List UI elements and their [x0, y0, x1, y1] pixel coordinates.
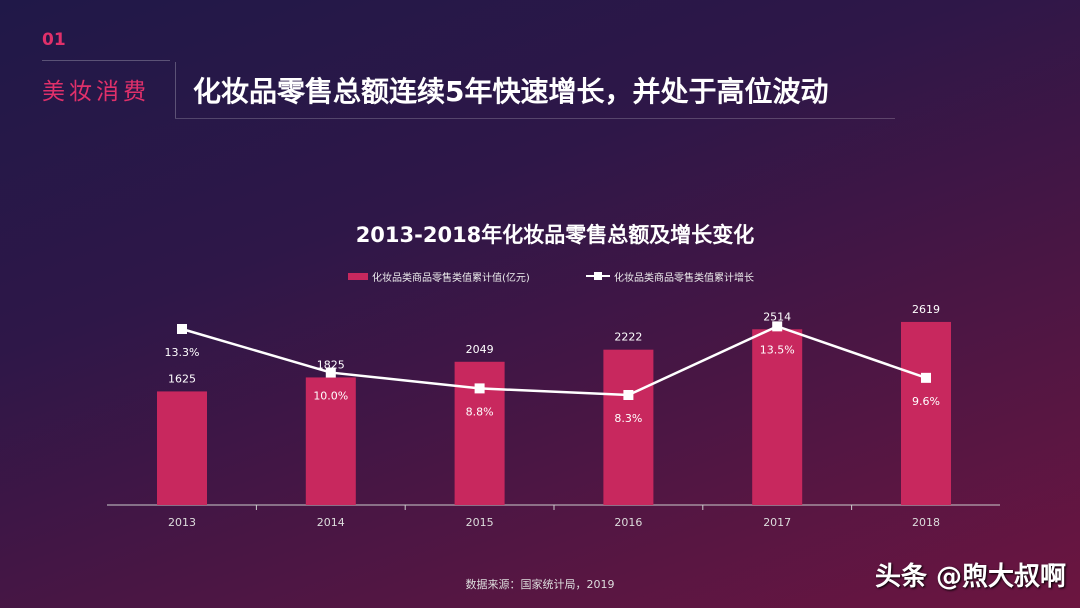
line-marker: [623, 390, 634, 400]
line-value-label: 9.6%: [912, 395, 940, 408]
bar: [454, 361, 505, 505]
x-tick-label: 2014: [317, 516, 345, 529]
bar-value-label: 2619: [912, 303, 940, 316]
line-marker: [772, 321, 783, 332]
chart-title: 2013-2018年化妆品零售总额及增长变化: [356, 223, 755, 247]
legend-bar-swatch: [348, 273, 368, 280]
divider: [175, 62, 176, 118]
x-tick-label: 2016: [614, 516, 642, 529]
bar-value-label: 2049: [466, 343, 494, 356]
x-tick-label: 2018: [912, 516, 940, 529]
bar: [157, 391, 207, 505]
legend-line-marker: [594, 272, 602, 280]
x-tick-label: 2015: [466, 516, 494, 529]
section-title: 美妆消费: [42, 79, 150, 105]
legend-bar-label: 化妆品类商品零售类值累计值(亿元): [372, 271, 530, 284]
line-value-label: 10.0%: [313, 390, 348, 403]
bar-value-label: 2222: [614, 331, 642, 344]
growth-line: [181, 325, 927, 397]
line-value-label: 13.5%: [760, 343, 795, 356]
bar-value-label: 1625: [168, 372, 196, 385]
section-number: 01: [42, 30, 66, 50]
bar-value-label: 1825: [317, 358, 345, 371]
data-source: 数据来源：国家统计局，2019: [465, 578, 615, 591]
bar-value-label: 2514: [763, 310, 791, 323]
x-tick-label: 2013: [168, 516, 196, 529]
divider: [175, 118, 895, 119]
line-marker: [921, 372, 931, 383]
bar: [752, 329, 803, 505]
page-title: 化妆品零售总额连续5年快速增长，并处于高位波动: [193, 75, 829, 108]
divider: [42, 60, 170, 61]
line-value-label: 8.3%: [614, 412, 642, 425]
legend-line-label: 化妆品类商品零售类值累计增长: [614, 271, 754, 284]
line-marker: [474, 383, 485, 394]
line-value-label: 13.3%: [165, 346, 200, 359]
x-tick-label: 2017: [763, 516, 791, 529]
bar: [901, 321, 951, 505]
line-marker: [177, 324, 187, 334]
watermark: 头条 @煦大叔啊: [874, 562, 1066, 592]
line-marker: [325, 367, 336, 378]
bar: [603, 349, 654, 505]
line-value-label: 8.8%: [466, 405, 494, 418]
bar: [305, 377, 356, 505]
